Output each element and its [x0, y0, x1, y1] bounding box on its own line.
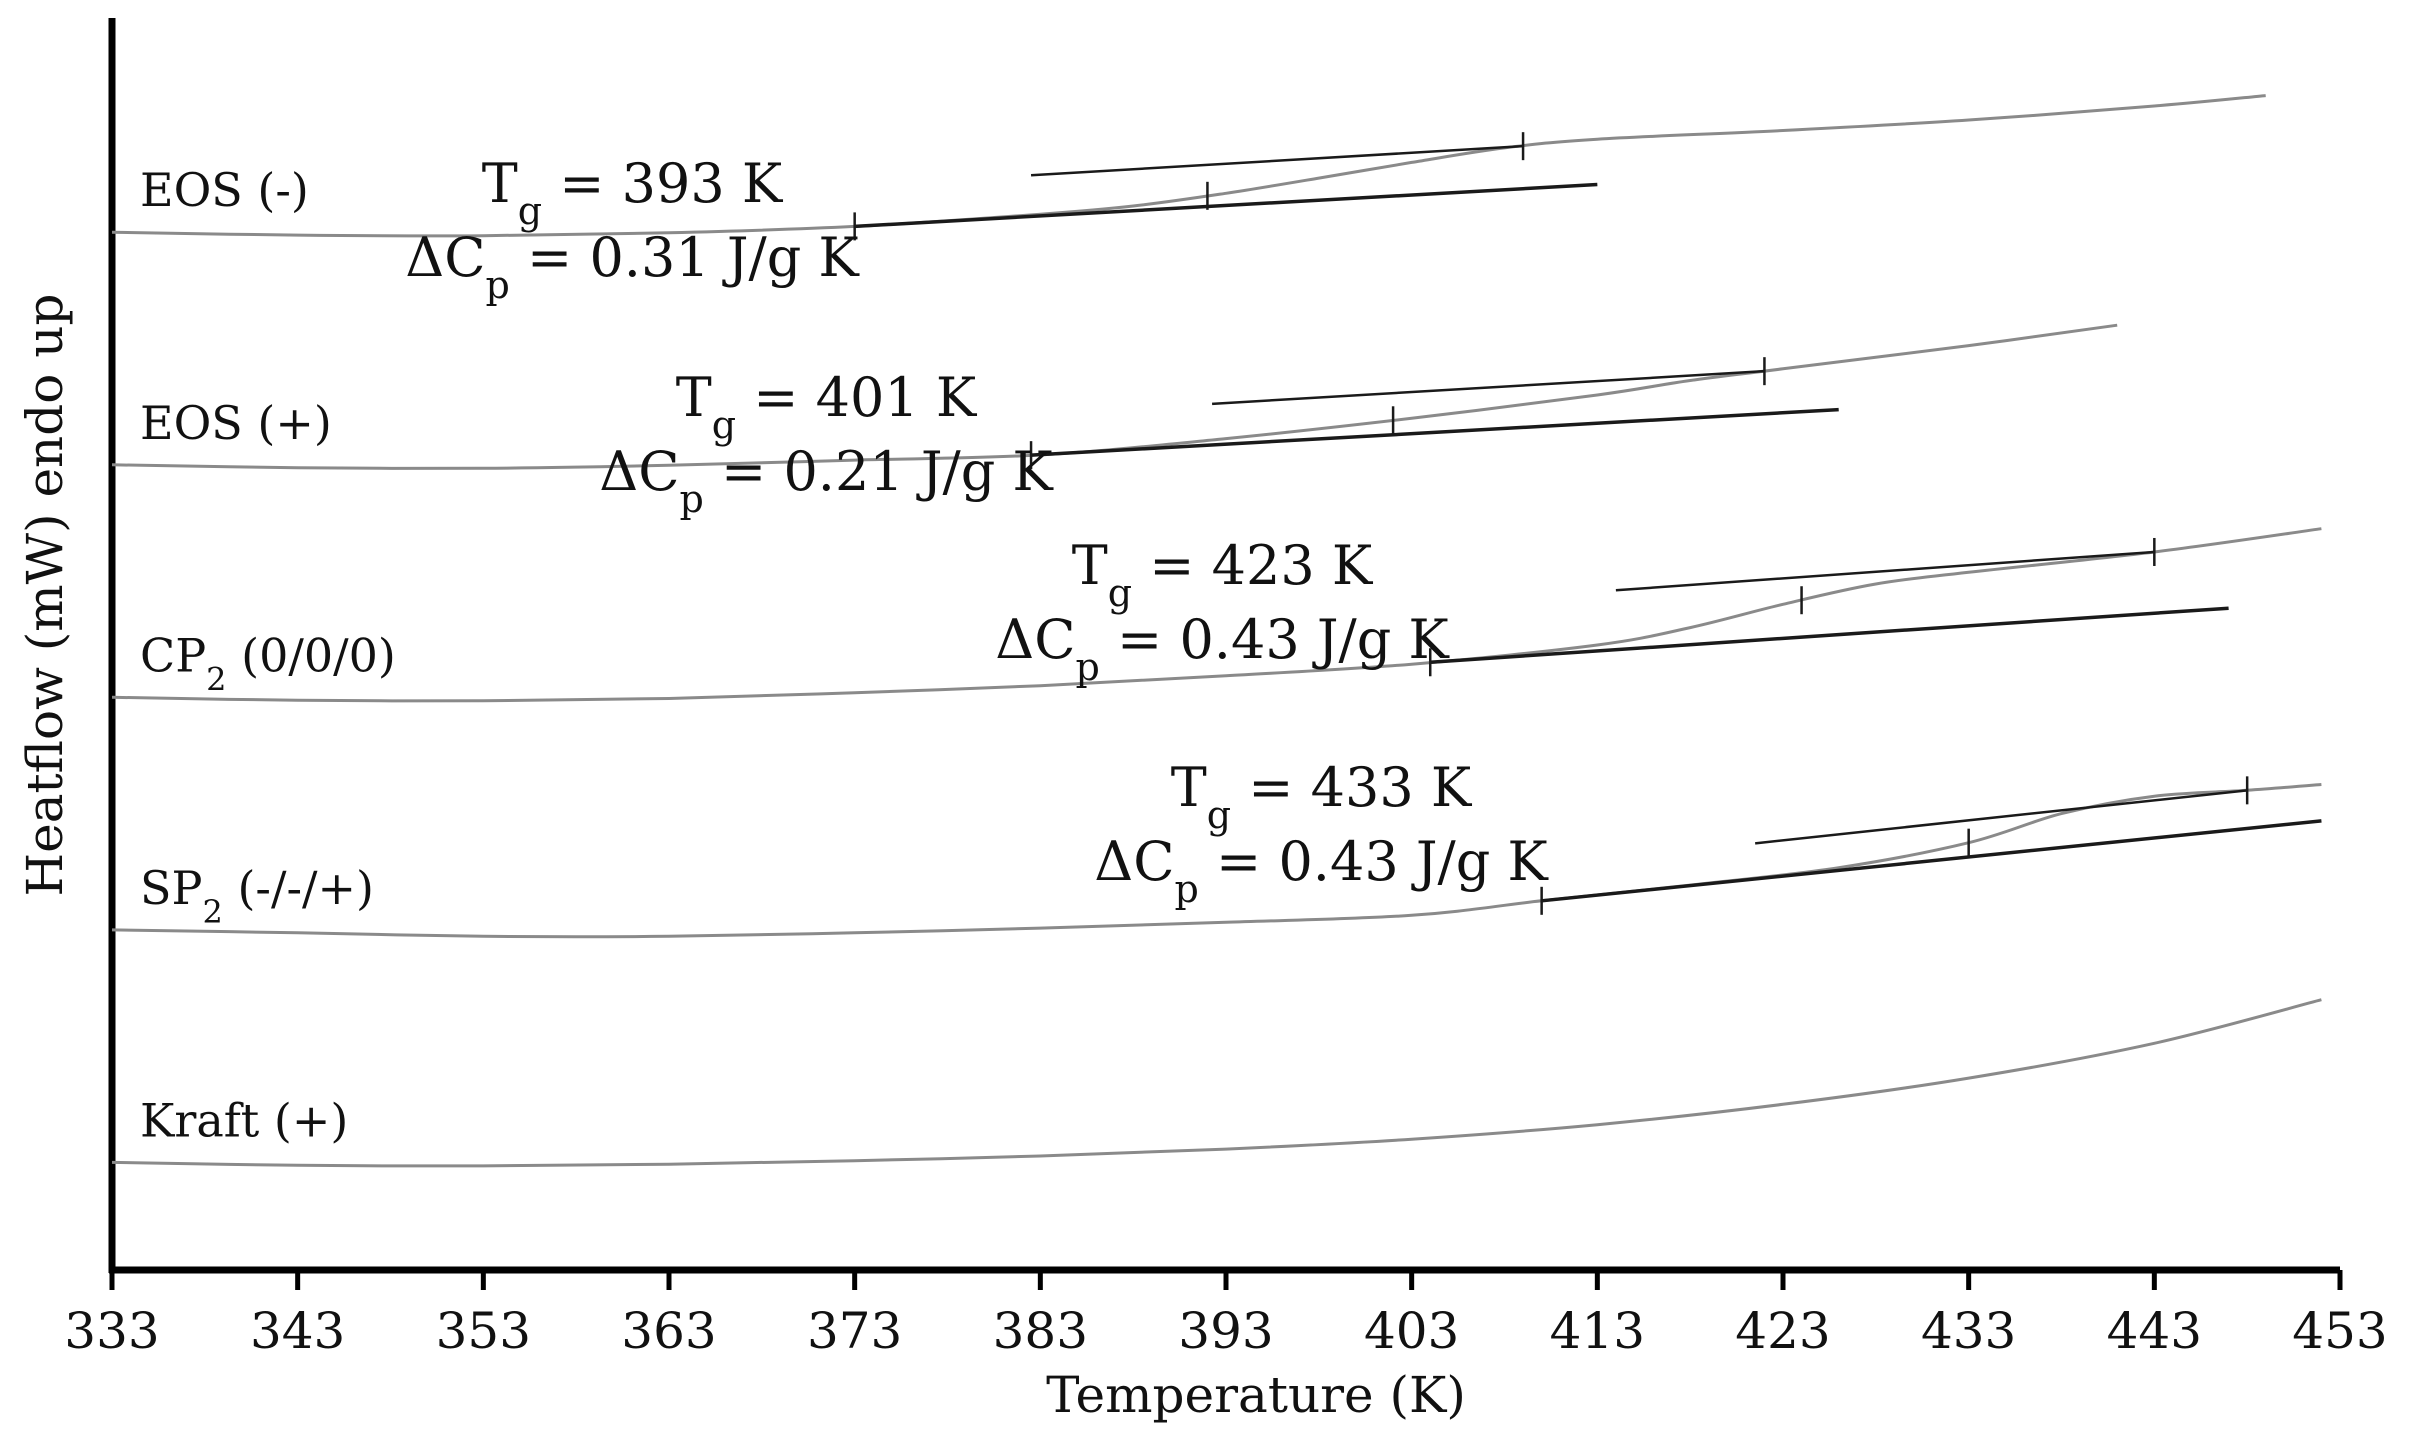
- upper-tangent-line: [1212, 369, 1765, 406]
- x-tick-label: 393: [1178, 1302, 1273, 1360]
- dcp-annotation-4: ΔCp = 0.43 J/g K: [1094, 830, 1549, 911]
- x-tick-label: 373: [807, 1302, 902, 1360]
- lower-tangent-line: [1541, 819, 2322, 903]
- x-tick-label: 343: [250, 1302, 345, 1360]
- dcp-annotation-1: ΔCp = 0.31 J/g K: [405, 226, 860, 307]
- upper-tangent-line: [1755, 789, 2248, 845]
- thermogram-curves: [111, 94, 2322, 1168]
- series-line-4: [111, 783, 2322, 939]
- x-axis-title: Temperature (K): [1046, 1366, 1466, 1424]
- x-tick-label: 353: [436, 1302, 531, 1360]
- series-label-2: EOS (+): [140, 396, 332, 450]
- tg-annotation-1: Tg = 393 K: [482, 152, 784, 233]
- x-tick-label: 443: [2107, 1302, 2202, 1360]
- axes: 333 343 353 363 373 383 393 403 413 423 433 443 453 T…: [16, 18, 2388, 1424]
- series-label-5: Kraft (+): [140, 1093, 348, 1147]
- tg-annotation-3: Tg = 423 K: [1072, 534, 1374, 615]
- tg-annotation-2: Tg = 401 K: [676, 366, 978, 447]
- x-tick-label: 423: [1735, 1302, 1830, 1360]
- x-tick-label: 453: [2292, 1302, 2387, 1360]
- x-tick-label: 383: [993, 1302, 1088, 1360]
- x-tick-label: 413: [1550, 1302, 1645, 1360]
- series-line-3: [111, 527, 2322, 703]
- series-label-3: CP2 (0/0/0): [140, 628, 396, 698]
- tg-annotation-4: Tg = 433 K: [1171, 756, 1473, 837]
- series-line-1: [111, 94, 2266, 238]
- upper-tangent-line: [1030, 144, 1524, 177]
- x-tick-label: 363: [621, 1302, 716, 1360]
- dcp-annotation-2: ΔCp = 0.21 J/g K: [599, 440, 1054, 521]
- tg-constructions: [853, 132, 2322, 915]
- upper-tangent-line: [1615, 550, 2155, 592]
- series-line-2: [111, 323, 2118, 470]
- lower-tangent-line: [1430, 606, 2229, 665]
- x-tick-label: 433: [1921, 1302, 2016, 1360]
- series-line-5: [111, 998, 2322, 1168]
- x-tick-label: 333: [64, 1302, 159, 1360]
- y-axis-title: Heatflow (mW) endo up: [16, 294, 74, 897]
- dcp-annotation-3: ΔCp = 0.43 J/g K: [995, 608, 1450, 689]
- series-labels: EOS (-) EOS (+) CP2 (0/0/0) SP2 (-/-/+) Kraf…: [140, 163, 396, 1147]
- lower-tangent-line: [854, 182, 1598, 229]
- series-label-4: SP2 (-/-/+): [140, 861, 374, 931]
- lower-tangent-line: [1030, 407, 1839, 457]
- series-label-1: EOS (-): [140, 163, 309, 217]
- x-tick-label: 403: [1364, 1302, 1459, 1360]
